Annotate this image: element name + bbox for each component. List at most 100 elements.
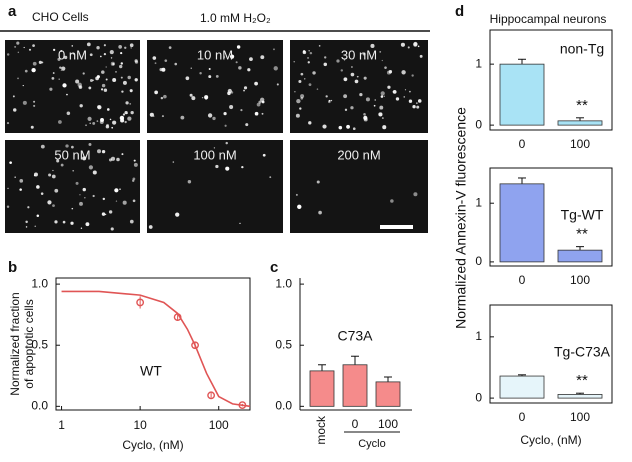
cell-dot — [235, 61, 238, 64]
cell-dot — [363, 112, 366, 116]
cell-dot — [71, 207, 74, 210]
image-label: 100 nM — [193, 147, 236, 162]
cell-dot — [96, 120, 99, 122]
cell-dot — [89, 122, 91, 124]
cell-dot — [403, 96, 406, 98]
cell-dot — [204, 95, 209, 100]
cell-dot — [308, 83, 312, 87]
cell-dot — [38, 60, 42, 64]
cell-dot — [17, 51, 20, 54]
cell-dot — [307, 61, 310, 64]
x-axis-label: Cyclo, (nM) — [122, 438, 183, 452]
cell-dot — [31, 67, 36, 73]
cell-dot — [300, 72, 304, 76]
cell-dot — [409, 90, 411, 93]
cell-dot — [63, 55, 68, 60]
cell-dot — [132, 179, 135, 182]
plot-frame — [489, 304, 613, 404]
cell-dot — [36, 214, 40, 218]
cell-dot — [328, 99, 331, 102]
panel-label: a — [8, 3, 17, 20]
cell-dot — [14, 176, 16, 178]
cell-dot — [54, 220, 58, 224]
cell-dot — [22, 100, 27, 105]
cell-dot — [101, 83, 106, 88]
cell-dot — [36, 185, 40, 189]
cell-dot — [97, 149, 102, 154]
cell-dot — [82, 187, 86, 192]
cell-dot — [241, 165, 244, 169]
panel-label: c — [270, 259, 278, 276]
cell-dot — [66, 151, 68, 153]
cell-dot — [318, 210, 322, 215]
cell-dot — [401, 70, 406, 75]
cell-dot — [154, 90, 158, 95]
cell-dot — [101, 212, 106, 216]
cell-dot — [62, 220, 66, 224]
cell-dot — [86, 42, 91, 47]
plot-frame — [489, 29, 613, 131]
cell-dot — [129, 103, 132, 105]
cell-dot — [22, 84, 24, 87]
cell-dot — [245, 123, 249, 127]
cell-dot — [72, 169, 74, 172]
cell-dot — [254, 81, 258, 86]
cell-dot — [307, 56, 310, 59]
cell-dot — [417, 99, 422, 103]
cell-dot — [33, 172, 38, 177]
cell-dot — [419, 54, 423, 58]
cell-dot — [108, 210, 113, 214]
cell-dot — [75, 181, 79, 185]
data-point — [207, 391, 216, 400]
cell-dot — [109, 50, 114, 55]
image-label: 200 nM — [337, 147, 380, 162]
cell-dot — [104, 213, 107, 216]
cell-dot — [119, 115, 125, 121]
cell-dot — [262, 153, 266, 157]
significance: ** — [576, 372, 588, 389]
y-tick-label: 0 — [475, 117, 482, 131]
annotation: Tg-C73A — [554, 344, 611, 360]
x-tick-label: mock — [314, 415, 328, 445]
plot-frame — [489, 167, 613, 267]
cell-dot — [60, 163, 64, 167]
cell-dot — [120, 76, 123, 79]
x-tick-label: 0 — [519, 410, 526, 424]
cell-dot — [71, 52, 73, 55]
cell-dot — [7, 187, 9, 190]
cell-dot — [54, 188, 59, 193]
cell-dot — [379, 51, 382, 53]
cell-dot — [322, 124, 327, 129]
cell-dot — [17, 77, 19, 80]
cell-dot — [124, 110, 128, 115]
cell-dot — [350, 72, 355, 77]
cell-dot — [330, 99, 333, 102]
cell-dot — [388, 70, 393, 74]
cell-dot — [247, 68, 251, 72]
data-point — [173, 313, 182, 322]
cell-dot — [109, 118, 112, 121]
cell-dot — [215, 164, 219, 169]
cell-dot — [148, 225, 153, 229]
x-tick-label: 0 — [519, 273, 526, 287]
cell-dot — [124, 46, 127, 49]
cell-dot — [207, 113, 213, 118]
cell-dot — [134, 59, 138, 63]
cell-dot — [312, 71, 316, 75]
annotation: C73A — [337, 328, 373, 344]
cell-dot — [160, 96, 164, 100]
cell-dot — [223, 112, 227, 116]
data-point — [238, 401, 247, 410]
cell-dot — [122, 113, 126, 116]
cell-dot — [387, 85, 391, 89]
cell-dot — [49, 87, 53, 91]
cell-dot — [293, 61, 295, 63]
data-point — [136, 298, 145, 307]
cell-dot — [105, 124, 110, 129]
cell-dot — [12, 95, 15, 98]
micrograph — [290, 140, 428, 233]
cell-dot — [85, 124, 87, 127]
cell-dot — [65, 144, 69, 148]
cell-dot — [201, 96, 204, 99]
x-tick-label: 10 — [133, 418, 147, 432]
